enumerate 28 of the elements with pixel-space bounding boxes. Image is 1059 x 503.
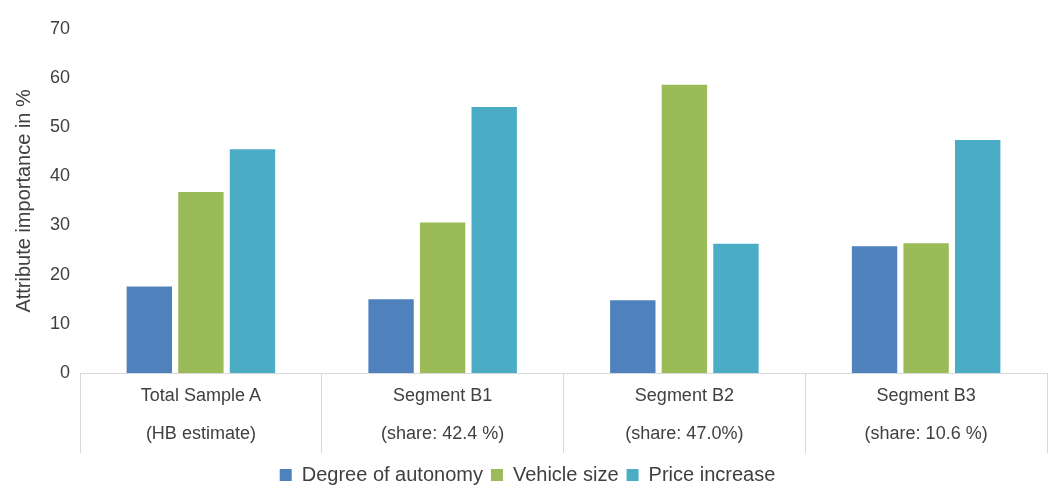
x-tick-label: Segment B1 (share: 42.4 %) xyxy=(381,384,505,443)
bar xyxy=(126,286,173,373)
bar xyxy=(471,106,517,373)
bar xyxy=(851,246,898,373)
y-tick-label: 30 xyxy=(49,214,71,235)
bar xyxy=(713,243,759,373)
x-tick-label: Segment B2 (share: 47.0%) xyxy=(625,384,744,443)
y-tick-label: 0 xyxy=(60,361,71,382)
x-tick-label: Total Sample A (HB estimate) xyxy=(140,384,261,443)
y-tick-label: 10 xyxy=(49,312,71,333)
bar xyxy=(178,192,224,373)
y-tick-label: 60 xyxy=(49,66,71,87)
bar xyxy=(368,299,414,373)
bar xyxy=(903,243,949,373)
bar xyxy=(229,149,276,373)
y-axis-title: Attribute importance in % xyxy=(11,88,34,313)
legend-label: Price increase xyxy=(648,462,776,485)
x-tick-label: Segment B3 (share: 10.6 %) xyxy=(864,384,988,443)
y-tick-label: 20 xyxy=(49,263,71,284)
y-tick-label: 50 xyxy=(49,116,71,137)
bar xyxy=(661,84,708,373)
legend-label: Degree of autonomy xyxy=(301,462,483,485)
y-tick-label: 40 xyxy=(49,165,71,186)
y-tick-label: 70 xyxy=(49,17,71,38)
legend-label: Vehicle size xyxy=(512,462,619,485)
bar xyxy=(955,139,1001,373)
bar xyxy=(419,222,466,373)
bar xyxy=(610,300,656,373)
